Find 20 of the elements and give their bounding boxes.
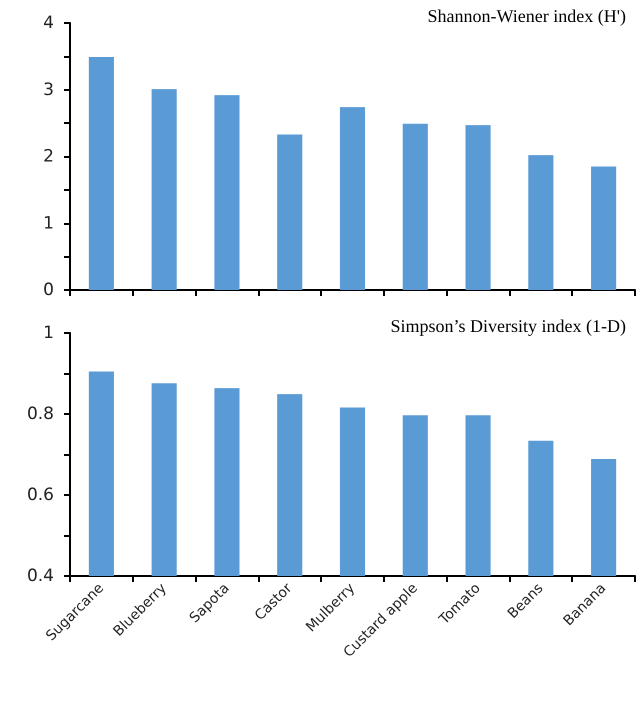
chart-title: Simpson’s Diversity index (1-D) <box>390 316 626 336</box>
y-tick-label: 0.8 <box>26 404 54 424</box>
y-tick-label: 0 <box>43 280 54 300</box>
y-tick-label: 0.6 <box>26 485 54 505</box>
bar <box>152 89 177 290</box>
bar <box>277 134 302 290</box>
bar <box>591 166 616 290</box>
bar <box>340 107 366 290</box>
y-tick-label: 0.4 <box>26 566 54 586</box>
bar <box>402 124 428 290</box>
chart-title: Shannon-Wiener index (H') <box>428 6 626 26</box>
y-tick-label: 4 <box>43 13 54 33</box>
bar <box>528 155 554 290</box>
bar <box>466 125 491 290</box>
y-tick-label: 1 <box>43 213 54 234</box>
bar <box>214 95 240 290</box>
bar <box>88 57 114 290</box>
y-tick-label: 3 <box>43 80 54 100</box>
y-tick-label: 2 <box>43 146 54 166</box>
y-tick-label: 1 <box>43 323 54 343</box>
